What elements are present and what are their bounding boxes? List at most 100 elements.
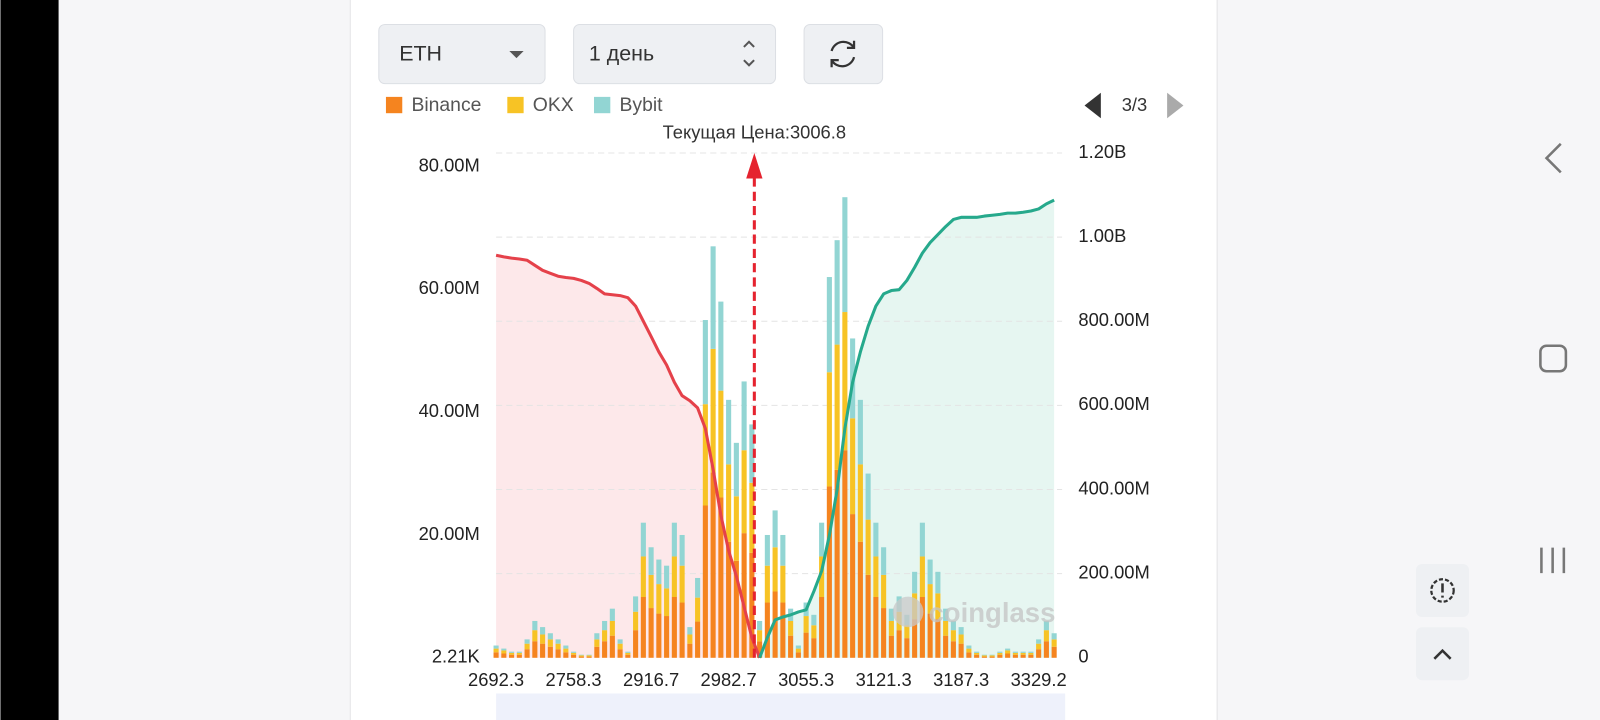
bar xyxy=(958,627,964,635)
bar xyxy=(687,634,693,644)
bar xyxy=(532,641,538,658)
bar xyxy=(958,643,964,658)
bar xyxy=(780,565,786,603)
bar xyxy=(509,651,515,653)
bar xyxy=(958,634,964,644)
bar xyxy=(679,534,685,566)
bar xyxy=(943,608,949,621)
nav-recent[interactable] xyxy=(1540,547,1566,574)
bar xyxy=(493,652,499,658)
bar xyxy=(1005,653,1011,658)
x-tick-label: 3329.2 xyxy=(1011,669,1067,690)
bar xyxy=(563,648,569,653)
y2-tick-label: 800.00M xyxy=(1078,309,1149,330)
legend-swatch xyxy=(385,96,403,114)
x-tick-label: 2982.7 xyxy=(701,669,757,690)
bar xyxy=(811,614,817,626)
bar xyxy=(989,654,995,656)
bar xyxy=(609,608,615,621)
x-tick-label: 3121.3 xyxy=(856,669,912,690)
bar xyxy=(989,655,995,657)
bar xyxy=(524,649,530,658)
bar xyxy=(718,390,724,498)
coin-select[interactable]: ETH xyxy=(378,23,546,85)
y-tick-label: 2.21K xyxy=(432,646,481,667)
bar xyxy=(881,608,887,658)
bar xyxy=(702,404,708,506)
bar xyxy=(532,630,538,642)
bar xyxy=(625,652,631,655)
bar xyxy=(586,656,592,658)
legend-label: Binance xyxy=(411,94,481,116)
refresh-button[interactable] xyxy=(803,23,884,85)
bar xyxy=(501,653,507,658)
bar xyxy=(664,616,670,658)
bar xyxy=(640,556,646,598)
bar xyxy=(555,649,561,658)
bar xyxy=(997,652,1003,655)
bar xyxy=(578,656,584,658)
feedback-button[interactable] xyxy=(1415,563,1470,617)
bar xyxy=(865,473,871,520)
bar xyxy=(687,643,693,658)
bar xyxy=(555,643,561,650)
period-select[interactable]: 1 день xyxy=(573,23,777,85)
bar xyxy=(927,559,933,585)
bar xyxy=(873,522,879,557)
bar xyxy=(1036,643,1042,650)
bar xyxy=(842,312,848,451)
bar xyxy=(671,522,677,557)
y2-tick-label: 1.00B xyxy=(1078,225,1126,246)
bar xyxy=(679,602,685,658)
bar xyxy=(803,616,809,633)
bar xyxy=(842,450,848,658)
bar xyxy=(1012,652,1018,655)
bar xyxy=(640,522,646,557)
nav-home[interactable] xyxy=(1539,344,1568,373)
bar xyxy=(912,571,918,594)
bar xyxy=(633,630,639,658)
bar xyxy=(842,197,848,313)
area xyxy=(496,255,760,658)
pager-prev[interactable] xyxy=(1084,92,1101,119)
bar xyxy=(625,651,631,653)
bar xyxy=(586,654,592,656)
bar xyxy=(788,620,794,636)
y2-tick-label: 600.00M xyxy=(1078,393,1149,414)
bar xyxy=(795,645,801,649)
spinner xyxy=(743,40,755,67)
bar xyxy=(896,630,902,658)
bar xyxy=(943,635,949,658)
bar xyxy=(927,613,933,658)
bar xyxy=(772,547,778,592)
pager-next[interactable] xyxy=(1167,92,1184,119)
bar xyxy=(524,643,530,650)
bar xyxy=(648,547,654,575)
bar xyxy=(811,638,817,658)
bar xyxy=(726,541,732,658)
bar xyxy=(919,522,925,557)
line xyxy=(495,253,762,659)
bar xyxy=(1051,633,1057,640)
bar xyxy=(516,652,522,655)
bar xyxy=(819,522,825,557)
current-price-arrow xyxy=(746,152,763,179)
legend-swatch xyxy=(593,96,611,114)
bar xyxy=(509,652,515,655)
legend-swatch xyxy=(507,96,524,114)
y2-tick-label: 1.20B xyxy=(1078,141,1126,162)
bar xyxy=(981,654,987,656)
bar xyxy=(997,651,1003,653)
line xyxy=(758,198,1055,659)
nav-back[interactable] xyxy=(1544,142,1562,174)
y-tick-label: 60.00M xyxy=(419,277,480,298)
bar xyxy=(764,602,770,658)
bar xyxy=(780,534,786,566)
zoom-slider[interactable] xyxy=(496,693,1066,720)
bar xyxy=(795,652,801,658)
bar xyxy=(888,620,894,636)
bar xyxy=(702,320,708,405)
bar xyxy=(664,565,670,589)
scroll-top-button[interactable] xyxy=(1415,627,1470,681)
bar xyxy=(501,648,507,651)
